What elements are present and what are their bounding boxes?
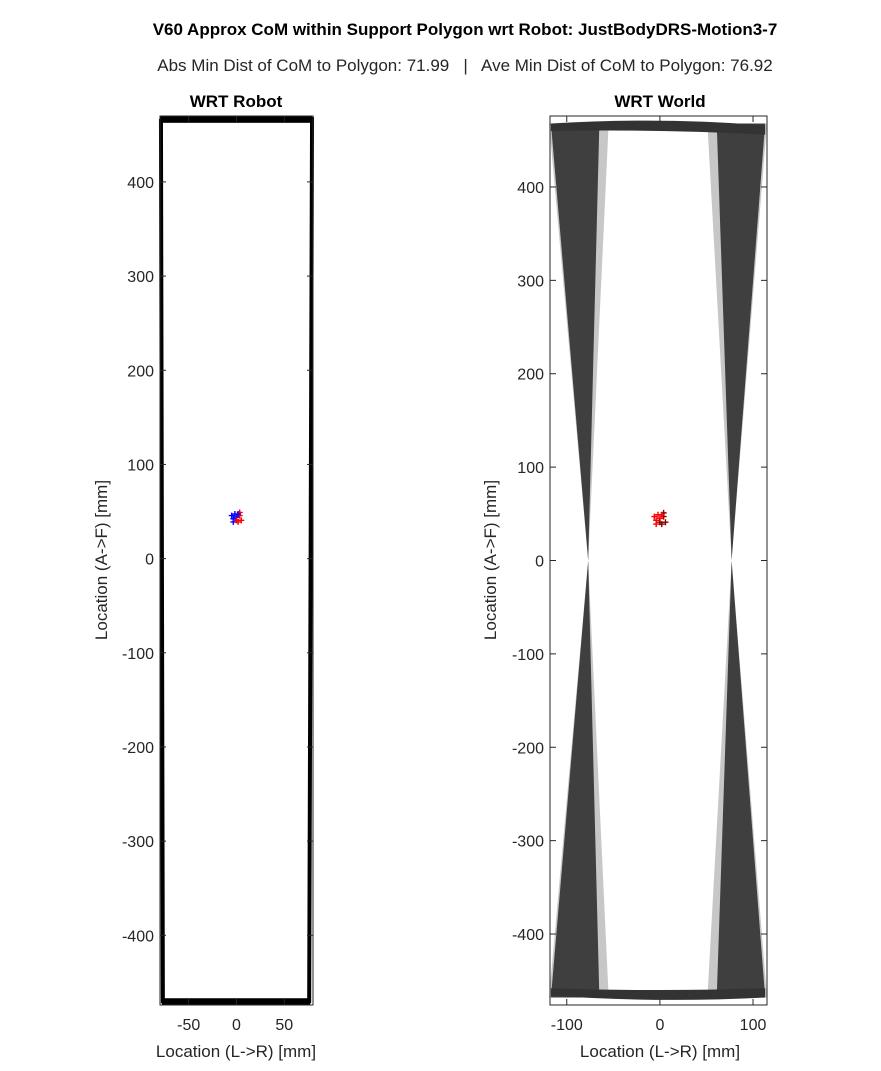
wrt-robot-ylabel: Location (A->F) [mm] <box>92 480 111 640</box>
wrt-world-ytick-label: 200 <box>517 367 544 384</box>
wrt-world-ytick-label: -100 <box>512 647 544 664</box>
wrt-world-com-point <box>651 513 658 520</box>
wrt-robot-xtick-label: -50 <box>177 1017 200 1034</box>
wrt-robot-com-point <box>228 512 235 519</box>
wrt-robot-com-point <box>233 517 240 524</box>
wrt-world-ytick-label: 0 <box>535 554 544 571</box>
wrt-robot-axes: WRT Robot -400-300-200-1000100200300400-… <box>92 92 316 1061</box>
wrt-world-polygon-wedge-right-bottom <box>716 560 766 998</box>
wrt-robot-ytick-label: -200 <box>122 740 154 757</box>
wrt-robot-xtick-label: 50 <box>275 1017 293 1034</box>
wrt-world-ytick-label: -300 <box>512 834 544 851</box>
wrt-world-ylabel: Location (A->F) [mm] <box>481 480 500 640</box>
wrt-robot-ytick-label: 100 <box>127 457 154 474</box>
wrt-robot-ytick-label: -100 <box>122 646 154 663</box>
wrt-world-ytick-label: -200 <box>512 740 544 757</box>
wrt-world-com-point <box>656 519 663 526</box>
wrt-world-polygon-wedge-left-top <box>550 123 600 561</box>
wrt-world-xlabel: Location (L->R) [mm] <box>580 1042 740 1061</box>
wrt-world-polygon-wedge-right-top <box>716 123 766 561</box>
wrt-world-ytick-label: 300 <box>517 273 544 290</box>
wrt-world-polygon-top-band <box>550 120 766 135</box>
wrt-world-polygon-bottom-band <box>550 988 766 1000</box>
wrt-world-xtick-label: -100 <box>551 1017 583 1034</box>
wrt-world-xtick-label: 0 <box>655 1017 664 1034</box>
wrt-robot-axes-box <box>159 115 314 1006</box>
wrt-robot-ytick-label: -400 <box>122 928 154 945</box>
wrt-robot-ytick-label: 0 <box>145 552 154 569</box>
wrt-world-com-point <box>662 519 669 526</box>
wrt-world-ytick-label: 400 <box>517 180 544 197</box>
wrt-world-com-point <box>658 511 665 518</box>
wrt-robot-com-point <box>230 518 237 525</box>
wrt-robot-com-point <box>235 511 242 518</box>
wrt-robot-xlabel: Location (L->R) [mm] <box>156 1042 316 1061</box>
wrt-world-title: WRT World <box>614 92 705 111</box>
wrt-world-com-point <box>653 521 660 528</box>
wrt-world-xtick-label: 100 <box>740 1017 767 1034</box>
figure-title: V60 Approx CoM within Support Polygon wr… <box>153 20 778 39</box>
wrt-robot-title: WRT Robot <box>190 92 283 111</box>
wrt-robot-ytick-label: 300 <box>127 269 154 286</box>
wrt-robot-xtick-label: 0 <box>232 1017 241 1034</box>
wrt-robot-ytick-label: -300 <box>122 834 154 851</box>
figure-subtitle: Abs Min Dist of CoM to Polygon: 71.99 | … <box>157 56 772 75</box>
wrt-world-plot-area: -400 -300 -200 -100 0 100 200 300 400 -100 0 100 <box>512 115 768 1034</box>
wrt-world-axes: WRT World -400-300-200-1000100200300400-… <box>481 92 768 1061</box>
wrt-world-ytick-label: -400 <box>512 927 544 944</box>
wrt-robot-ytick-label: 400 <box>127 175 154 192</box>
wrt-robot-support-polygon <box>158 116 315 1004</box>
wrt-world-ytick-label: 100 <box>517 460 544 477</box>
wrt-robot-ytick-label: 200 <box>127 363 154 380</box>
wrt-robot-plot-area: -400 -300 -200 -100 0 100 200 300 400 -50 0 50 <box>122 115 315 1034</box>
wrt-world-polygon-wedge-left-bottom <box>550 560 600 998</box>
